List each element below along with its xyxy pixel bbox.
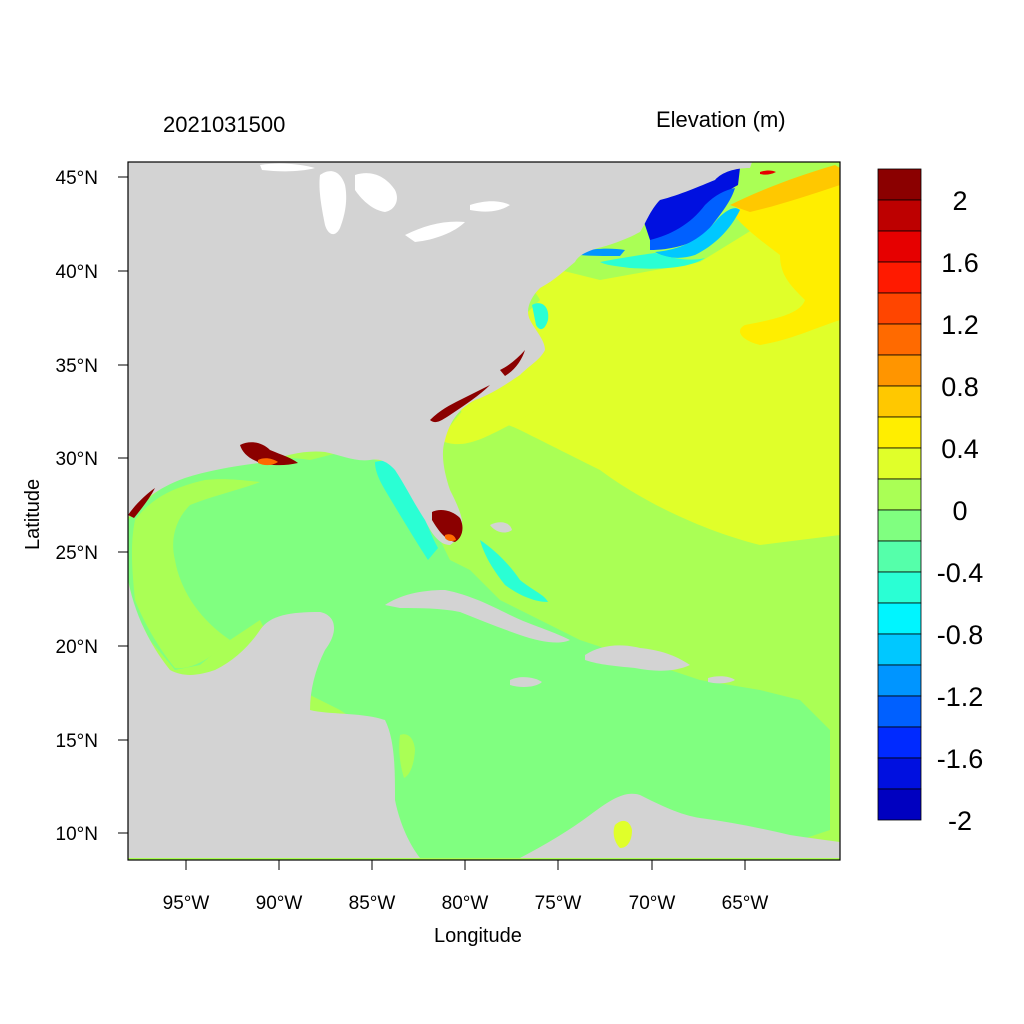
bahamas-cyan — [480, 540, 548, 602]
lat-axis: 45°N 40°N 35°N 30°N 25°N 20°N 15°N 10°N — [56, 168, 128, 845]
atlantic-gulf-stream-band — [440, 290, 660, 445]
lon-tick-label: 70°W — [629, 893, 676, 914]
colorbar-swatch — [877, 416, 922, 449]
coastal-marsh-texas — [128, 488, 155, 518]
colorbar-label: 1.2 — [941, 310, 979, 340]
lon-tick-label: 95°W — [163, 893, 210, 914]
colorbar-title: Elevation (m) — [656, 107, 786, 132]
colorbar-swatch — [877, 540, 922, 573]
western-gulf-positive — [131, 479, 260, 669]
lake-superior — [260, 163, 315, 172]
colorbar-swatch — [877, 292, 922, 325]
land-jamaica — [510, 677, 542, 687]
colorbar-swatch — [877, 323, 922, 356]
colorbar-label: 1.6 — [941, 248, 979, 278]
colorbar-label: 0 — [952, 496, 967, 526]
x-axis-title: Longitude — [434, 925, 522, 947]
lat-tick-label: 45°N — [56, 168, 98, 189]
land-north-america — [128, 162, 752, 545]
coastal-marsh-louisiana — [240, 442, 298, 466]
colorbar-swatch — [877, 726, 922, 759]
colorbar-swatch — [877, 199, 922, 232]
lat-tick-label: 20°N — [56, 637, 98, 658]
coastal-marsh-florida — [432, 510, 463, 542]
colorbar-swatch — [877, 757, 922, 790]
atlantic-yellow-patch — [730, 170, 840, 345]
lat-tick-label: 25°N — [56, 543, 98, 564]
lake-huron — [355, 173, 397, 212]
florida-west-cyan — [375, 460, 438, 560]
lat-tick-label: 10°N — [56, 824, 98, 845]
colorbar-swatch — [877, 571, 922, 604]
map-plot-area — [127, 161, 841, 861]
colorbar-label: 0.4 — [941, 434, 979, 464]
lake-ontario — [470, 201, 510, 212]
coastal-marsh-carolina — [500, 350, 525, 376]
colorbar-swatch — [877, 354, 922, 387]
gulf-caribbean-water — [128, 450, 830, 858]
lake-michigan — [319, 171, 347, 235]
colorbar-label: 2 — [952, 186, 967, 216]
map-frame — [127, 161, 841, 861]
colorbar-swatch — [877, 230, 922, 263]
venezuela-yellow-patch — [613, 820, 632, 848]
lon-tick-label: 65°W — [722, 893, 769, 914]
colorbar-swatch — [877, 261, 922, 294]
colorbar-swatch — [877, 664, 922, 697]
lon-tick-label: 75°W — [535, 893, 582, 914]
colorbar-swatch — [877, 447, 922, 480]
lat-tick-label: 15°N — [56, 731, 98, 752]
lon-tick-label: 85°W — [349, 893, 396, 914]
coastal-marsh-florida-orange — [445, 534, 456, 542]
colorbar-swatch — [877, 602, 922, 635]
coastal-marsh-louisiana-orange — [258, 458, 278, 466]
colorbar-label: -1.2 — [937, 682, 984, 712]
lon-axis: 95°W 90°W 85°W 80°W 75°W 70°W 65°W — [163, 860, 769, 914]
colorbar-swatch — [877, 788, 922, 821]
land-south-america — [520, 793, 840, 858]
colorbar-label: -2 — [948, 806, 972, 836]
land-hispaniola — [585, 645, 690, 671]
colorbar-label: -0.8 — [937, 620, 984, 650]
colorbar-swatch — [877, 633, 922, 666]
lat-tick-label: 40°N — [56, 262, 98, 283]
colorbar-swatch — [877, 478, 922, 511]
lon-tick-label: 80°W — [442, 893, 489, 914]
colorbar-swatch — [877, 385, 922, 418]
atlantic-orange-patch — [730, 165, 840, 212]
lat-tick-label: 35°N — [56, 356, 98, 377]
colorbar-label: -0.4 — [937, 558, 984, 588]
colorbar-swatch — [877, 509, 922, 542]
land-mexico-central-america — [128, 580, 420, 858]
land-puerto-rico — [708, 676, 735, 684]
coastal-red-nova-scotia — [760, 170, 776, 175]
colorbar-swatch — [877, 168, 922, 201]
gulf-of-maine-cyan — [600, 253, 705, 269]
land-cuba — [385, 590, 570, 643]
colorbar-swatch — [877, 695, 922, 728]
colorbar-label: 0.8 — [941, 372, 979, 402]
gulf-of-maine-lightblue — [655, 208, 740, 258]
lon-tick-label: 90°W — [256, 893, 303, 914]
gulf-of-maine-dark — [640, 168, 740, 242]
lat-tick-label: 30°N — [56, 449, 98, 470]
lake-erie — [405, 221, 465, 242]
colorbar: 2 1.6 1.2 0.8 0.4 0 -0.4 -0.8 -1.2 -1.6 -2 — [877, 168, 984, 836]
long-island-blue — [580, 248, 625, 256]
gulf-of-maine-blue — [650, 188, 735, 250]
midatlantic-cyan — [532, 303, 549, 330]
map-title: 2021031500 — [163, 112, 286, 137]
colorbar-label: -1.6 — [937, 744, 984, 774]
honduras-yellowgreen-patch — [399, 734, 415, 778]
coastal-marsh-east — [430, 385, 490, 423]
land-bahamas — [490, 522, 512, 533]
